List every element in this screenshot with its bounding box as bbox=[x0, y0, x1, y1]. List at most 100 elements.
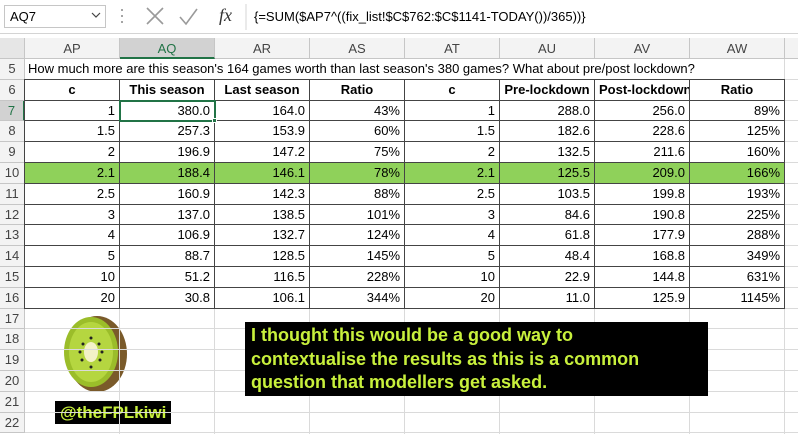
table-cell[interactable]: 2.5 bbox=[404, 182, 500, 205]
row-header[interactable]: 8 bbox=[0, 121, 25, 143]
table-cell[interactable]: 1145% bbox=[689, 286, 785, 309]
table-cell[interactable]: 43% bbox=[309, 99, 405, 122]
table-cell[interactable]: 61.8 bbox=[499, 224, 595, 247]
table-cell[interactable]: 84.6 bbox=[499, 203, 595, 226]
table-header-cell[interactable]: Ratio bbox=[689, 78, 785, 101]
table-cell[interactable]: 257.3 bbox=[119, 120, 215, 143]
row-header[interactable]: 5 bbox=[0, 59, 25, 80]
cancel-icon[interactable] bbox=[146, 7, 164, 25]
column-header[interactable]: AQ bbox=[120, 38, 215, 59]
table-cell[interactable]: 125.5 bbox=[499, 162, 595, 184]
table-cell[interactable]: 228.6 bbox=[594, 120, 690, 143]
table-cell[interactable]: 125.9 bbox=[594, 286, 690, 309]
table-cell[interactable]: 132.7 bbox=[214, 224, 310, 247]
row-header[interactable]: 16 bbox=[0, 287, 25, 309]
table-cell[interactable]: 182.6 bbox=[499, 120, 595, 143]
table-cell[interactable]: 3 bbox=[404, 203, 500, 226]
table-cell[interactable]: 142.3 bbox=[214, 182, 310, 205]
table-cell[interactable]: 89% bbox=[689, 99, 785, 122]
row-header[interactable]: 9 bbox=[0, 142, 25, 163]
table-cell[interactable]: 199.8 bbox=[594, 182, 690, 205]
row-header[interactable]: 14 bbox=[0, 246, 25, 267]
table-cell[interactable]: 168.8 bbox=[594, 245, 690, 267]
table-cell[interactable]: 78% bbox=[309, 162, 405, 184]
table-cell[interactable]: 144.8 bbox=[594, 266, 690, 288]
table-cell[interactable]: 48.4 bbox=[499, 245, 595, 267]
table-cell[interactable]: 4 bbox=[24, 224, 120, 247]
row-header[interactable]: 15 bbox=[0, 267, 25, 288]
row-header[interactable]: 11 bbox=[0, 183, 25, 205]
table-cell[interactable]: 146.1 bbox=[214, 162, 310, 184]
formula-text[interactable]: {=SUM($AP7^((fix_list!$C$762:$C$1141-TOD… bbox=[254, 9, 586, 24]
function-icon[interactable]: fx bbox=[219, 5, 232, 25]
table-cell[interactable]: 196.9 bbox=[119, 141, 215, 163]
table-cell[interactable]: 20 bbox=[404, 286, 500, 309]
table-cell[interactable]: 288% bbox=[689, 224, 785, 247]
table-cell[interactable]: 160.9 bbox=[119, 182, 215, 205]
column-header[interactable]: AW bbox=[690, 38, 785, 59]
table-cell[interactable]: 124% bbox=[309, 224, 405, 247]
column-header[interactable]: AV bbox=[595, 38, 690, 59]
column-header[interactable]: AS bbox=[310, 38, 405, 59]
table-cell[interactable]: 160% bbox=[689, 141, 785, 163]
row-header[interactable]: 17 bbox=[0, 308, 25, 330]
row-header[interactable]: 7 bbox=[0, 100, 25, 122]
table-header-cell[interactable]: Pre-lockdown bbox=[499, 78, 595, 101]
table-cell[interactable]: 2.5 bbox=[24, 182, 120, 205]
row-header[interactable]: 13 bbox=[0, 225, 25, 247]
table-cell[interactable]: 20 bbox=[24, 286, 120, 309]
table-cell[interactable]: 125% bbox=[689, 120, 785, 143]
table-cell[interactable]: 116.5 bbox=[214, 266, 310, 288]
enter-icon[interactable] bbox=[179, 8, 198, 26]
table-cell[interactable]: 1 bbox=[24, 99, 120, 122]
table-cell[interactable]: 132.5 bbox=[499, 141, 595, 163]
table-header-cell[interactable]: This season bbox=[119, 78, 215, 101]
table-cell[interactable]: 101% bbox=[309, 203, 405, 226]
row-header[interactable]: 19 bbox=[0, 350, 25, 371]
table-cell[interactable]: 128.5 bbox=[214, 245, 310, 267]
table-cell[interactable]: 137.0 bbox=[119, 203, 215, 226]
table-cell[interactable]: 60% bbox=[309, 120, 405, 143]
table-cell[interactable]: 88.7 bbox=[119, 245, 215, 267]
row-header[interactable]: 10 bbox=[0, 163, 25, 184]
table-cell[interactable]: 228% bbox=[309, 266, 405, 288]
row-header[interactable]: 6 bbox=[0, 79, 25, 101]
table-cell[interactable]: 147.2 bbox=[214, 141, 310, 163]
table-header-cell[interactable]: Last season bbox=[214, 78, 310, 101]
table-cell[interactable]: 2.1 bbox=[24, 162, 120, 184]
table-cell[interactable]: 256.0 bbox=[594, 99, 690, 122]
row-header[interactable]: 20 bbox=[0, 371, 25, 392]
table-cell[interactable]: 190.8 bbox=[594, 203, 690, 226]
table-header-cell[interactable]: Ratio bbox=[309, 78, 405, 101]
table-cell[interactable]: 1.5 bbox=[24, 120, 120, 143]
table-cell[interactable]: 211.6 bbox=[594, 141, 690, 163]
table-cell[interactable]: 88% bbox=[309, 182, 405, 205]
table-cell[interactable]: 166% bbox=[689, 162, 785, 184]
column-header[interactable]: AP bbox=[25, 38, 120, 59]
table-cell[interactable]: 164.0 bbox=[214, 99, 310, 122]
table-header-cell[interactable]: c bbox=[404, 78, 500, 101]
table-cell[interactable]: 225% bbox=[689, 203, 785, 226]
table-cell[interactable]: 10 bbox=[404, 266, 500, 288]
table-cell[interactable]: 106.1 bbox=[214, 286, 310, 309]
table-cell[interactable]: 22.9 bbox=[499, 266, 595, 288]
table-cell[interactable]: 177.9 bbox=[594, 224, 690, 247]
table-cell[interactable]: 188.4 bbox=[119, 162, 215, 184]
table-cell[interactable]: 5 bbox=[24, 245, 120, 267]
table-cell[interactable]: 2.1 bbox=[404, 162, 500, 184]
table-cell[interactable]: 380.0 bbox=[119, 99, 215, 122]
table-cell[interactable]: 344% bbox=[309, 286, 405, 309]
table-cell[interactable]: 138.5 bbox=[214, 203, 310, 226]
table-cell[interactable]: 4 bbox=[404, 224, 500, 247]
row-header[interactable]: 22 bbox=[0, 412, 25, 434]
table-cell[interactable]: 51.2 bbox=[119, 266, 215, 288]
table-cell[interactable]: 2 bbox=[24, 141, 120, 163]
table-header-cell[interactable]: c bbox=[24, 78, 120, 101]
row-header[interactable]: 21 bbox=[0, 391, 25, 413]
row-header[interactable]: 12 bbox=[0, 204, 25, 226]
table-cell[interactable]: 145% bbox=[309, 245, 405, 267]
table-cell[interactable]: 153.9 bbox=[214, 120, 310, 143]
table-cell[interactable]: 11.0 bbox=[499, 286, 595, 309]
table-cell[interactable]: 209.0 bbox=[594, 162, 690, 184]
table-header-cell[interactable]: Post-lockdown bbox=[594, 78, 691, 101]
